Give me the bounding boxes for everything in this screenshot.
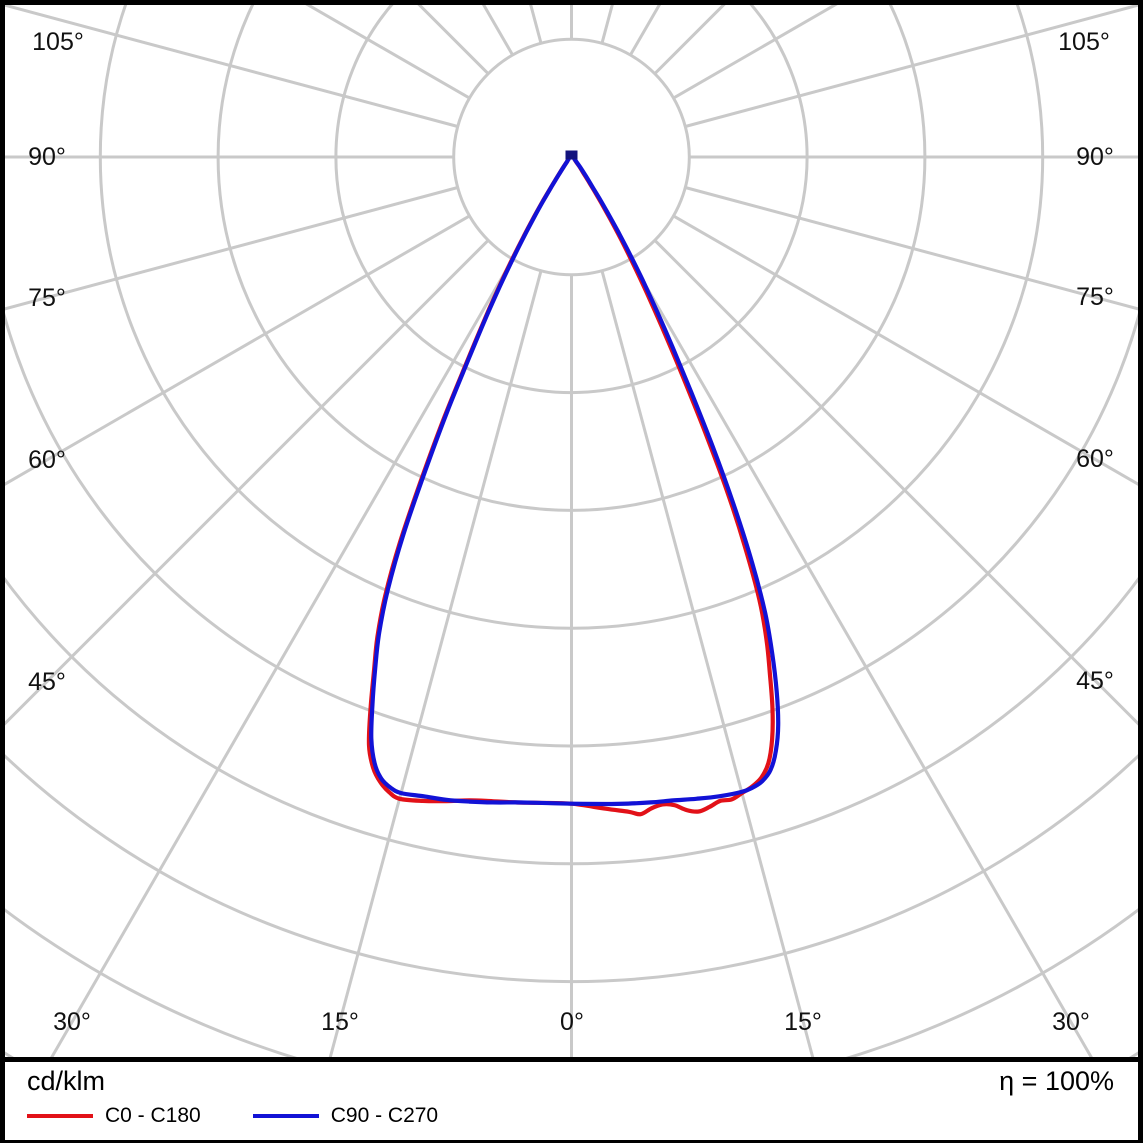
angle-tick-label: 0° <box>560 1008 584 1036</box>
grid-ray <box>0 239 490 731</box>
grid-ray <box>629 258 1096 1062</box>
legend: cd/klm η = 100% C0 - C180 C90 - C270 <box>0 1062 1143 1143</box>
angle-tick-label: 15° <box>321 1008 359 1036</box>
units-label: cd/klm <box>27 1066 106 1096</box>
legend-item-c90-c270: C90 - C270 <box>252 1104 439 1128</box>
grid-ray <box>296 0 471 100</box>
angle-tick-label: 45° <box>28 668 66 696</box>
angle-tick-label: 60° <box>1076 445 1114 473</box>
series-label-c0-c180: C0 - C180 <box>105 1104 201 1127</box>
polar-chart: 105° 90° 75° 60° 45° 30° 15° 0° 15° 30° 45° 60° 75° 9… <box>0 0 1143 1062</box>
grid-ray <box>0 2 459 128</box>
grid-ray <box>684 186 1143 312</box>
angle-tick-label: 90° <box>28 143 66 171</box>
angle-tick-label: 60° <box>28 446 66 474</box>
series-color-swatch-blue <box>252 1114 319 1118</box>
plot-border <box>0 0 1143 1062</box>
grid-ray <box>684 2 1143 128</box>
series-label-c90-c270: C90 - C270 <box>330 1104 439 1127</box>
grid-ray <box>47 258 514 1062</box>
angle-tick-label: 75° <box>1076 283 1114 311</box>
efficiency-label: η = 100% <box>999 1066 1114 1096</box>
angle-tick-label: 15° <box>784 1008 822 1036</box>
series-color-swatch-red <box>27 1114 93 1118</box>
legend-header-row: cd/klm η = 100% <box>27 1066 1114 1097</box>
angle-tick-label: 75° <box>28 284 66 312</box>
grid-ray <box>479 0 514 56</box>
grid-ray <box>0 186 459 312</box>
angle-tick-label: 30° <box>53 1008 91 1036</box>
grid-ray <box>0 214 471 489</box>
angle-tick-label: 45° <box>1076 667 1114 695</box>
grid-ray <box>629 0 664 56</box>
angle-tick-label: 90° <box>1076 143 1114 171</box>
angle-tick-label: 105° <box>1058 28 1110 56</box>
angle-tick-label: 30° <box>1052 1008 1090 1036</box>
polar-grid <box>0 0 1143 1062</box>
grid-ray <box>672 214 1143 489</box>
center-peak-marker <box>565 150 578 160</box>
curve-c90-c270 <box>369 154 781 807</box>
legend-item-c0-c180: C0 - C180 <box>27 1104 201 1128</box>
grid-ray <box>672 0 847 100</box>
grid-ray <box>653 239 1143 731</box>
angle-tick-label: 105° <box>32 28 84 56</box>
legend-series-row: C0 - C180 C90 - C270 <box>27 1104 1114 1128</box>
